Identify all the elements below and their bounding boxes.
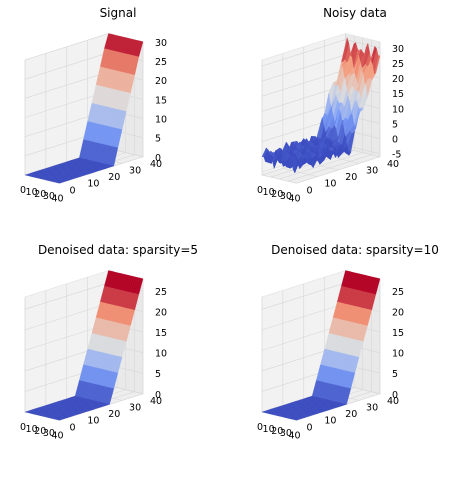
grid-line — [261, 303, 346, 331]
surface-patch — [24, 173, 32, 176]
y-tick-label: 10 — [324, 416, 336, 427]
y-tick-label: 10 — [324, 179, 336, 190]
y-tick-label: 20 — [345, 172, 357, 183]
z-tick-label: 20 — [155, 76, 167, 87]
subplot-title: Denoised data: sparsity=10 — [271, 243, 439, 257]
x-tick-label: 30 — [43, 191, 55, 202]
z-tick-label: 25 — [155, 287, 167, 298]
y-tick-label: 0 — [306, 185, 312, 196]
x-tick-label: 10 — [263, 187, 275, 198]
surface-patch — [24, 410, 32, 413]
z-tick-label: 30 — [392, 44, 404, 55]
y-tick-label: 0 — [69, 422, 75, 433]
y-tick-label: 40 — [150, 159, 162, 170]
grid-line — [261, 39, 346, 67]
x-tick-label: 40 — [288, 430, 300, 441]
y-tick-label: 30 — [366, 165, 378, 176]
y-tick-label: 10 — [87, 179, 99, 190]
x-tick-label: 20 — [34, 426, 46, 437]
x-tick-label: 40 — [51, 193, 63, 204]
y-tick-label: 40 — [150, 396, 162, 407]
subplot-title: Denoised data: sparsity=5 — [38, 243, 198, 257]
grid-line — [261, 54, 346, 82]
grid-line — [24, 282, 109, 310]
z-tick-label: 15 — [155, 95, 167, 106]
y-tick-label: 40 — [387, 396, 399, 407]
y-tick-label: 20 — [108, 409, 120, 420]
z-tick-label: 15 — [155, 328, 167, 339]
x-tick-label: 0 — [257, 185, 263, 196]
x-tick-label: 30 — [280, 191, 292, 202]
subplot-denoised-sparsity-5: Denoised data: sparsity=5 0 1020304001020… — [20, 243, 198, 441]
surface-patch — [261, 410, 269, 413]
z-tick-label: 10 — [392, 104, 404, 115]
z-tick-label: 10 — [155, 349, 167, 360]
x-tick-label: 30 — [280, 428, 292, 439]
y-tick-label: 20 — [345, 409, 357, 420]
grid-line — [261, 69, 346, 97]
z-tick-label: 20 — [155, 308, 167, 319]
y-tick-label: 0 — [69, 185, 75, 196]
subplot-title: Signal — [100, 6, 137, 20]
grid-line — [345, 39, 381, 49]
z-tick-label: 20 — [392, 308, 404, 319]
grid-line — [24, 303, 109, 331]
z-tick-label: 0 — [392, 135, 398, 146]
z-tick-label: 25 — [392, 287, 404, 298]
x-tick-label: 0 — [257, 422, 263, 433]
x-tick-label: 20 — [271, 426, 283, 437]
y-tick-label: 10 — [87, 416, 99, 427]
z-tick-label: -5 — [392, 150, 401, 161]
z-tick-label: 5 — [155, 369, 161, 380]
subplot-title: Noisy data — [323, 6, 387, 20]
z-tick-label: 25 — [392, 59, 404, 70]
x-tick-label: 10 — [26, 424, 38, 435]
y-tick-label: 40 — [387, 159, 399, 170]
grid-line — [261, 174, 297, 184]
y-tick-label: 0 — [306, 422, 312, 433]
z-tick-label: 0 — [392, 390, 398, 401]
surface-patch — [261, 147, 269, 157]
y-tick-label: 30 — [366, 402, 378, 413]
z-tick-label: 15 — [392, 89, 404, 100]
z-tick-label: 5 — [392, 120, 398, 131]
grid-line — [24, 33, 109, 61]
subplot-noisy-data: Noisy data 0 10203040010203040-5051015202… — [257, 6, 404, 204]
x-tick-label: 20 — [271, 189, 283, 200]
subplot-denoised-sparsity-10: Denoised data: sparsity=10 0 102030400102… — [257, 243, 439, 441]
z-tick-label: 0 — [155, 153, 161, 164]
x-tick-label: 0 — [20, 185, 26, 196]
z-tick-label: 5 — [392, 369, 398, 380]
grid-line — [24, 71, 109, 99]
z-tick-label: 0 — [155, 390, 161, 401]
x-tick-label: 40 — [51, 430, 63, 441]
y-tick-label: 30 — [129, 402, 141, 413]
z-tick-label: 10 — [392, 349, 404, 360]
z-tick-label: 30 — [155, 38, 167, 49]
z-tick-label: 10 — [155, 114, 167, 125]
y-tick-label: 30 — [129, 165, 141, 176]
x-tick-label: 0 — [20, 422, 26, 433]
grid-line — [261, 282, 346, 310]
x-tick-label: 10 — [263, 424, 275, 435]
y-tick-label: 20 — [108, 172, 120, 183]
z-tick-label: 25 — [155, 57, 167, 68]
z-tick-label: 5 — [155, 134, 161, 145]
x-tick-label: 40 — [288, 193, 300, 204]
x-tick-label: 30 — [43, 428, 55, 439]
grid-line — [282, 168, 318, 177]
x-tick-label: 10 — [26, 187, 38, 198]
z-tick-label: 15 — [392, 328, 404, 339]
z-tick-label: 20 — [392, 74, 404, 85]
grid-line — [24, 52, 109, 80]
x-tick-label: 20 — [34, 189, 46, 200]
